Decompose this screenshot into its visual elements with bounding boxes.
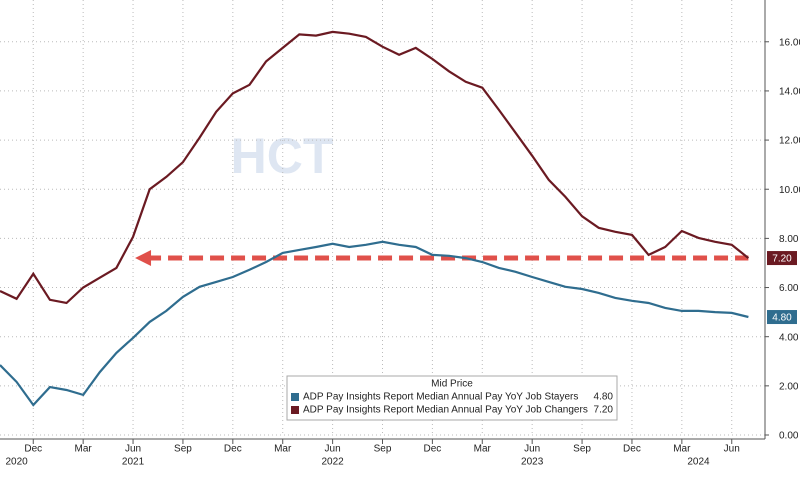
y-tick-label: 10.00 [779,185,800,196]
x-tick-label: Mar [474,444,492,455]
x-tick-label: Jun [524,444,540,455]
x-tick-label: Dec [623,444,641,455]
value-label: 7.20 [772,254,792,265]
y-tick-label: 4.00 [779,332,799,343]
x-tick-label: Sep [174,444,192,455]
x-tick-label: Sep [573,444,591,455]
legend-label: ADP Pay Insights Report Median Annual Pa… [303,392,578,403]
legend-title: Mid Price [431,379,473,390]
series-line [0,240,749,407]
y-tick-label: 14.00 [779,87,800,98]
x-tick-label: Mar [673,444,691,455]
legend-label: ADP Pay Insights Report Median Annual Pa… [303,405,588,416]
y-tick-label: 12.00 [779,136,800,147]
series-line [0,30,750,305]
legend-swatch [291,393,299,401]
year-label: 2024 [687,457,710,468]
value-label-box [767,251,797,266]
value-label-box [767,310,797,325]
legend-value: 4.80 [594,392,614,403]
legend-box [286,375,618,421]
x-tick-label: Jun [724,444,740,455]
x-tick-label: Dec [24,444,42,455]
legend-value: 7.20 [594,405,614,416]
x-tick-label: Dec [224,444,242,455]
year-label: 2023 [521,457,544,468]
x-tick-label: Mar [75,444,93,455]
x-tick-label: Dec [423,444,441,455]
annotation-arrowhead [135,250,152,267]
year-label: 2020 [6,457,29,468]
year-label: 2022 [321,457,344,468]
value-label: 4.80 [772,313,792,324]
x-tick-label: Sep [374,444,392,455]
y-tick-label: 0.00 [779,431,799,442]
year-label: 2021 [122,457,145,468]
x-tick-label: Jun [325,444,341,455]
watermark: HCT [231,128,334,184]
y-tick-label: 2.00 [779,381,799,392]
y-tick-label: 8.00 [779,234,799,245]
x-tick-label: Mar [274,444,292,455]
legend-swatch [291,406,299,414]
y-tick-label: 16.00 [779,37,800,48]
y-tick-label: 6.00 [779,283,799,294]
x-tick-label: Jun [125,444,141,455]
